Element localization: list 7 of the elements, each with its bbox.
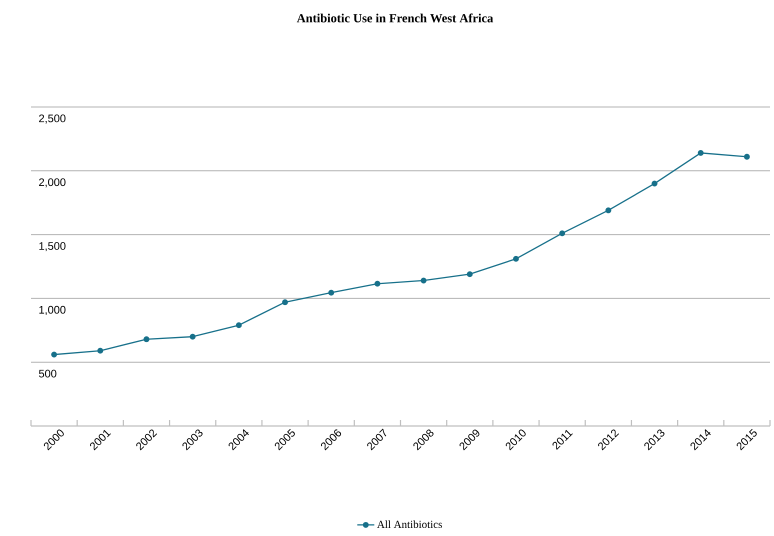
chart-title: Antibiotic Use in French West Africa <box>296 14 494 22</box>
y-tick-label: 1,500 <box>39 242 66 252</box>
y-tick-label: 1,000 <box>39 306 66 315</box>
y-tick-label: 500 <box>38 370 56 378</box>
y-tick-label: 2,500 <box>39 114 66 124</box>
y-tick-label: 2,000 <box>39 178 66 188</box>
legend-label: All Antibiotics <box>377 520 442 528</box>
